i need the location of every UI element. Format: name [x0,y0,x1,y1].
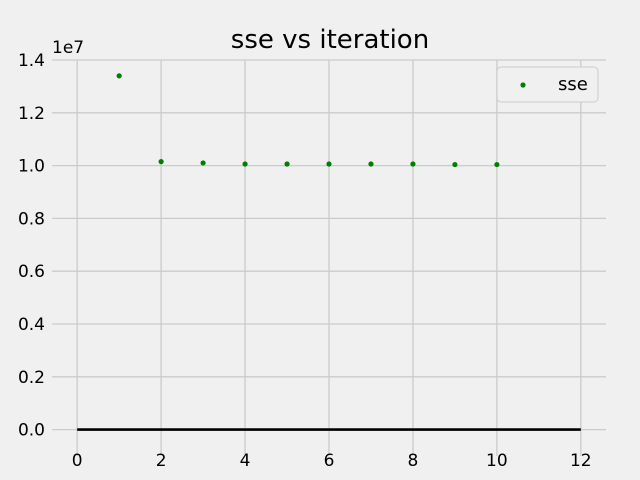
x-tick-label-6: 6 [324,451,335,471]
y-tick-label-6: 1.2 [18,104,45,124]
y-offset-label: 1e7 [52,38,84,58]
legend-marker-sse [520,82,526,88]
legend-label-sse: sse [558,74,588,95]
scatter-points [116,73,500,168]
y-tick-label-0: 0.0 [18,421,45,441]
x-tick-label-0: 0 [72,451,83,471]
x-tick-label-12: 12 [570,451,592,471]
point-sse-4 [242,161,248,167]
point-sse-8 [410,161,416,167]
point-sse-1 [116,73,122,79]
point-sse-7 [368,161,374,167]
point-sse-10 [494,161,500,168]
y-tick-label-2: 0.4 [18,315,45,335]
x-tick-label-4: 4 [240,451,251,471]
chart-title: sse vs iteration [231,25,429,55]
point-sse-3 [200,160,206,166]
point-sse-6 [326,161,332,167]
y-tick-label-1: 0.2 [18,368,45,388]
y-tick-label-5: 1.0 [18,157,45,177]
point-sse-2 [158,159,164,165]
y-tick-label-3: 0.6 [18,262,45,282]
legend: sse [496,66,599,103]
point-sse-9 [452,161,458,168]
x-tick-label-8: 8 [408,451,419,471]
y-tick-label-7: 1.4 [18,51,45,71]
point-sse-5 [284,161,290,167]
x-tick-label-2: 2 [156,451,167,471]
legend-box [496,66,599,103]
x-tick-label-10: 10 [486,451,508,471]
x-tick-labels: 0 2 4 6 8 10 12 [72,451,592,471]
y-tick-label-4: 0.8 [18,209,45,229]
y-tick-labels: 0.0 0.2 0.4 0.6 0.8 1.0 1.2 1.4 [18,51,45,441]
